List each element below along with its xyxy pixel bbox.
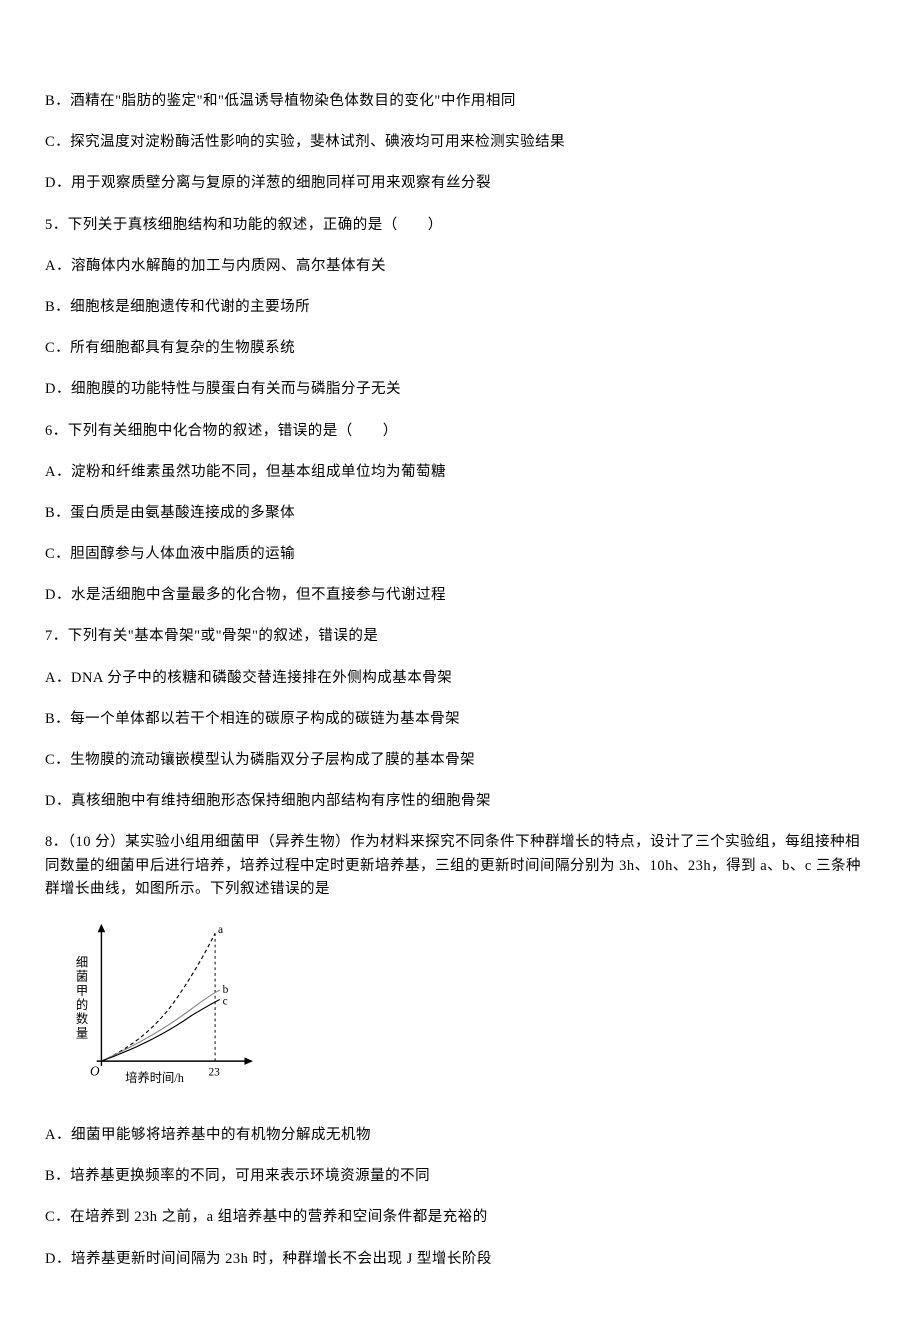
origin-label: O (90, 1063, 100, 1078)
y-axis-arrow (98, 924, 106, 933)
x-tick-23: 23 (208, 1066, 220, 1078)
option-b-q6: B．蛋白质是由氨基酸连接成的多聚体 (45, 502, 875, 525)
curve-b-label: b (223, 984, 229, 996)
option-a-q7: A．DNA 分子中的核糖和磷酸交替连接排在外侧构成基本骨架 (45, 667, 875, 690)
option-d-q8: D．培养基更新时间间隔为 23h 时，种群增长不会出现 J 型增长阶段 (45, 1248, 875, 1271)
growth-curve-chart: a b c 细 菌 甲 的 数 量 O 23 培养时间/h (45, 919, 875, 1104)
question-8: 8．（10 分）某实验小组用细菌甲（异养生物）作为材料来探究不同条件下种群增长的… (45, 831, 875, 901)
option-c-q8: C．在培养到 23h 之前，a 组培养基中的营养和空间条件都是充裕的 (45, 1206, 875, 1229)
option-c-q7: C．生物膜的流动镶嵌模型认为磷脂双分子层构成了膜的基本骨架 (45, 749, 875, 772)
question-7: 7．下列有关"基本骨架"或"骨架"的叙述，错误的是 (45, 625, 875, 648)
curve-a (101, 933, 215, 1061)
option-d-q7: D．真核细胞中有维持细胞形态保持细胞内部结构有序性的细胞骨架 (45, 790, 875, 813)
option-b-q7: B．每一个单体都以若干个相连的碳原子构成的碳链为基本骨架 (45, 708, 875, 731)
curve-a-label: a (218, 924, 223, 936)
option-a-q5: A．溶酶体内水解酶的加工与内质网、高尔基体有关 (45, 255, 875, 278)
option-c-q5: C．所有细胞都具有复杂的生物膜系统 (45, 337, 875, 360)
option-b-q8: B．培养基更换频率的不同，可用来表示环境资源量的不同 (45, 1165, 875, 1188)
y-axis-label: 细 菌 甲 的 数 量 (76, 955, 91, 1040)
option-b-q5: B．细胞核是细胞遗传和代谢的主要场所 (45, 296, 875, 319)
question-6: 6．下列有关细胞中化合物的叙述，错误的是（ ） (45, 420, 875, 443)
option-d-q5: D．细胞膜的功能特性与膜蛋白有关而与磷脂分子无关 (45, 378, 875, 401)
option-c-q6: C．胆固醇参与人体血液中脂质的运输 (45, 543, 875, 566)
x-axis-label: 培养时间/h (125, 1070, 184, 1085)
chart-svg: a b c 细 菌 甲 的 数 量 O 23 培养时间/h (53, 919, 273, 1099)
option-a-q6: A．淀粉和纤维素虽然功能不同，但基本组成单位均为葡萄糖 (45, 461, 875, 484)
curve-c-label: c (223, 995, 228, 1007)
option-a-q8: A．细菌甲能够将培养基中的有机物分解成无机物 (45, 1124, 875, 1147)
option-b-q4: B．酒精在"脂肪的鉴定"和"低温诱导植物染色体数目的变化"中作用相同 (45, 90, 875, 113)
option-d-q6: D．水是活细胞中含量最多的化合物，但不直接参与代谢过程 (45, 584, 875, 607)
curve-b (101, 990, 219, 1061)
question-5: 5．下列关于真核细胞结构和功能的叙述，正确的是（ ） (45, 214, 875, 237)
option-d-q4: D．用于观察质壁分离与复原的洋葱的细胞同样可用来观察有丝分裂 (45, 172, 875, 195)
x-axis-arrow (244, 1057, 253, 1065)
option-c-q4: C．探究温度对淀粉酶活性影响的实验，斐林试剂、碘液均可用来检测实验结果 (45, 131, 875, 154)
